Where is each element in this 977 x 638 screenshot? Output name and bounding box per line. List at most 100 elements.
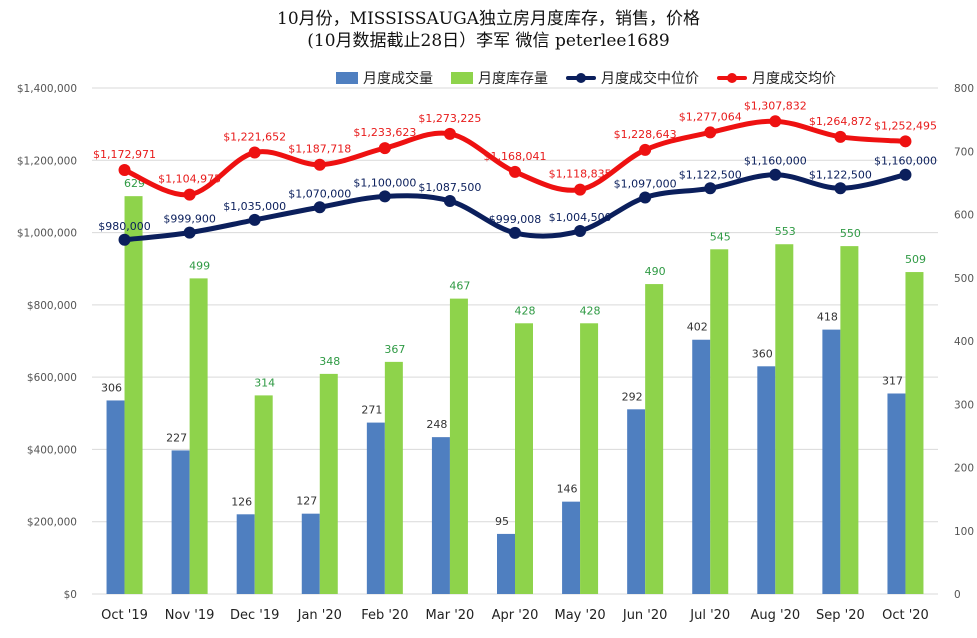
inventory-bar-label: 428 [515, 304, 536, 317]
median-price-point [769, 168, 782, 181]
volume-bar-label: 271 [361, 404, 382, 417]
right-axis-tick-label: 500 [954, 273, 974, 285]
average-price-point [834, 130, 847, 143]
x-axis-tick-label: Apr '20 [492, 608, 539, 623]
average-price-label: $1,104,975 [158, 173, 221, 186]
median-price-label: $1,122,500 [679, 168, 742, 181]
average-price-point [639, 143, 652, 156]
volume-bar-label: 306 [101, 381, 122, 394]
legend-label-volume: 月度成交量 [363, 71, 433, 87]
chart-title-block: 10月份，MISSISSAUGA独立房月度库存，销售，价格 (10月数据截止28… [0, 8, 977, 52]
right-axis-tick-label: 700 [954, 146, 974, 158]
x-axis-tick-label: Jan '20 [297, 608, 342, 623]
left-axis-tick-label: $1,000,000 [17, 228, 77, 240]
average-price-point [509, 165, 521, 178]
inventory-bar-label: 509 [905, 253, 926, 266]
legend-label-inventory: 月度库存量 [478, 71, 548, 87]
volume-bar [887, 393, 906, 594]
median-price-label: $1,097,000 [614, 178, 677, 191]
volume-bar-label: 127 [296, 495, 317, 508]
average-price-point [183, 188, 196, 201]
median-price-point [443, 194, 456, 207]
x-axis-tick-label: Mar '20 [426, 608, 475, 623]
median-price-label: $1,087,500 [418, 181, 481, 194]
average-price-point [248, 146, 261, 159]
volume-bar-label: 360 [752, 347, 773, 360]
right-axis-tick-label: 400 [954, 336, 974, 348]
inventory-bar-label: 428 [580, 304, 601, 317]
volume-bar [497, 533, 515, 594]
volume-bar [366, 422, 385, 594]
volume-bar [757, 366, 776, 594]
volume-bar-label: 317 [882, 374, 903, 387]
median-price-label: $1,035,000 [223, 200, 286, 213]
x-axis-tick-label: May '20 [555, 608, 606, 623]
volume-bar [431, 437, 450, 594]
inventory-bar [905, 272, 924, 594]
inventory-bar-label: 545 [710, 230, 731, 243]
chart-subtitle: (10月数据截止28日）李军 微信 peterlee1689 [307, 31, 670, 51]
legend-label-average-price: 月度成交均价 [752, 71, 836, 87]
volume-bar-label: 248 [426, 418, 447, 431]
average-price-label: $1,252,495 [874, 119, 937, 132]
median-price-point [639, 191, 652, 204]
median-price-point [574, 224, 587, 237]
inventory-bar-label: 553 [775, 225, 796, 238]
median-price-point [899, 168, 912, 181]
median-price-point [313, 201, 326, 214]
average-price-label: $1,233,623 [353, 126, 416, 139]
inventory-bar [645, 284, 664, 594]
inventory-bar-label: 314 [254, 376, 275, 389]
average-price-point [574, 183, 587, 196]
legend-label-median-price: 月度成交中位价 [601, 71, 699, 87]
inventory-bar [449, 298, 468, 594]
legend-item-average-price: 月度成交均价 [717, 68, 836, 88]
volume-bar [171, 450, 190, 594]
average-price-point [378, 142, 391, 155]
legend-item-volume: 月度成交量 [336, 68, 433, 88]
volume-bar-label: 126 [231, 495, 252, 508]
right-axis-tick-label: 200 [954, 463, 974, 475]
average-price-label: $1,187,718 [288, 143, 351, 156]
average-price-point [313, 158, 326, 171]
right-axis-tick-label: 300 [954, 399, 974, 411]
average-price-point [704, 126, 717, 139]
average-price-label: $1,273,225 [418, 112, 481, 125]
inventory-bar [384, 361, 403, 594]
left-axis-tick-label: $200,000 [27, 517, 77, 529]
average-price-point [899, 135, 912, 148]
median-price-label: $1,004,500 [549, 211, 612, 224]
median-price-point [248, 213, 261, 226]
inventory-bar [189, 278, 208, 594]
median-price-label: $1,100,000 [353, 176, 416, 189]
legend: 月度成交量 月度库存量 月度成交中位价 月度成交均价 [336, 68, 836, 88]
x-axis-tick-label: Oct '19 [101, 608, 148, 623]
inventory-bar [580, 323, 599, 594]
inventory-bar [840, 246, 859, 594]
legend-swatch-volume [336, 72, 358, 84]
x-axis-tick-label: Dec '19 [230, 608, 279, 623]
median-price-label: $1,070,000 [288, 187, 351, 200]
x-axis-tick-label: Aug '20 [750, 608, 800, 623]
inventory-bar [319, 373, 338, 594]
x-axis-tick-label: Oct '20 [882, 608, 929, 623]
median-price-label: $999,900 [163, 213, 216, 226]
legend-swatch-inventory [451, 72, 473, 84]
inventory-bar [515, 323, 533, 594]
volume-bar-label: 418 [817, 311, 838, 324]
median-price-point [509, 226, 521, 239]
x-axis-tick-label: Feb '20 [361, 608, 408, 623]
average-price-label: $1,168,041 [484, 150, 547, 163]
x-axis-tick-label: Nov '19 [165, 608, 215, 623]
right-axis-tick-label: 600 [954, 210, 974, 222]
median-price-label: $1,160,000 [874, 155, 937, 168]
left-axis-tick-label: $0 [64, 589, 77, 601]
inventory-bar [775, 244, 794, 595]
median-price-label: $980,000 [98, 220, 151, 233]
average-price-label: $1,172,971 [93, 148, 156, 161]
volume-bar [692, 339, 711, 594]
legend-swatch-average-price [717, 72, 747, 84]
volume-bar-label: 146 [557, 483, 578, 496]
median-price-label: $1,160,000 [744, 155, 807, 168]
